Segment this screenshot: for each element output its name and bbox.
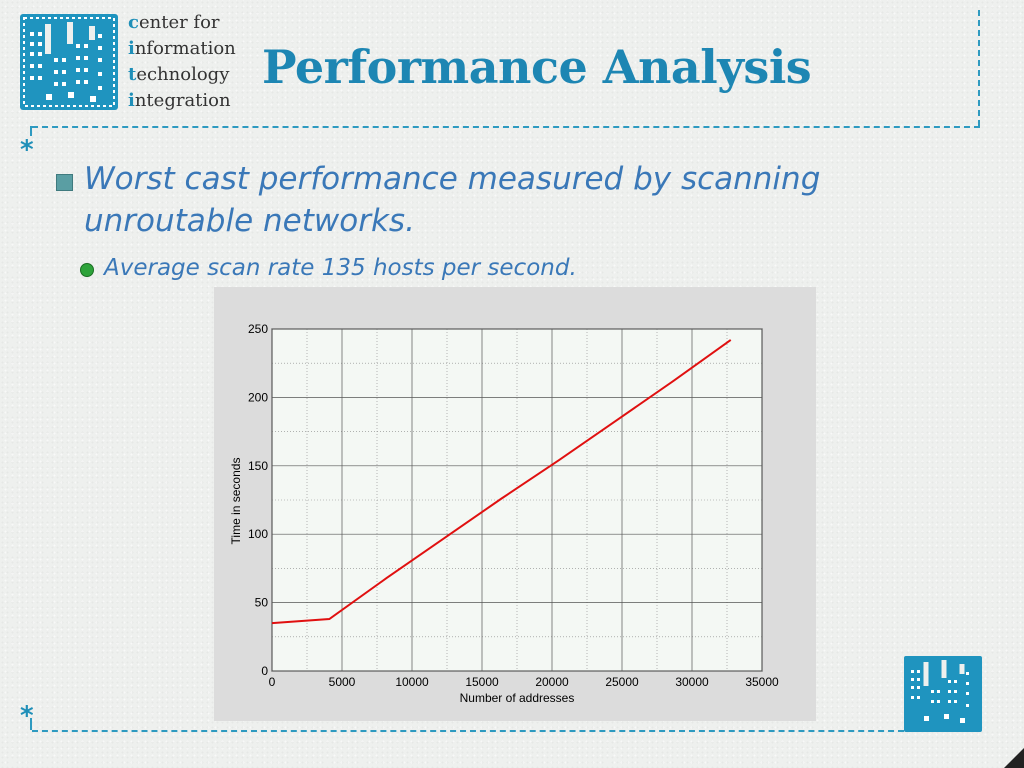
- x-tick-label: 25000: [605, 675, 639, 689]
- chart-panel: 0 5000 10000 15000 20000 25000 30000 35000 0 50 10…: [214, 287, 816, 721]
- city-skyline-icon: [904, 656, 982, 732]
- y-tick-label: 100: [248, 527, 268, 541]
- x-tick-label: 0: [269, 675, 276, 689]
- logo: [20, 14, 118, 114]
- header-divider: [32, 126, 980, 128]
- y-tick-label: 250: [248, 322, 268, 336]
- logo-line: integration: [128, 90, 231, 111]
- x-tick-label: 10000: [395, 675, 429, 689]
- y-tick-label: 0: [261, 664, 268, 678]
- x-tick-label: 5000: [329, 675, 356, 689]
- logo-line: information: [128, 38, 236, 59]
- x-tick-label: 30000: [675, 675, 709, 689]
- bullet-main: Worst cast performance measured by scann…: [56, 158, 936, 242]
- y-axis-label: Time in seconds: [229, 458, 243, 545]
- header-divider-tick: [30, 126, 32, 136]
- logo-line: center for: [128, 12, 220, 33]
- x-tick-label: 35000: [745, 675, 779, 689]
- logo-line: technology: [128, 64, 230, 85]
- y-tick-label: 50: [255, 596, 269, 610]
- page-title: Performance Analysis: [262, 40, 812, 94]
- bullet-sub-text: Average scan rate 135 hosts per second.: [104, 255, 577, 281]
- series-line: [271, 339, 732, 625]
- square-bullet-icon: [56, 174, 73, 191]
- x-tick-label: 15000: [465, 675, 499, 689]
- bullet-sub: Average scan rate 135 hosts per second.: [80, 252, 577, 284]
- asterisk-icon: *: [20, 135, 34, 165]
- logo-wordmark: center for information technology integr…: [128, 10, 236, 114]
- logo-small: [904, 656, 982, 736]
- y-tick-label: 200: [248, 390, 268, 404]
- round-bullet-icon: [80, 263, 94, 277]
- asterisk-icon: *: [20, 701, 34, 731]
- page-corner-marker: [1004, 748, 1024, 768]
- x-axis-label: Number of addresses: [460, 691, 575, 705]
- city-skyline-icon: [20, 14, 118, 110]
- footer-divider: [32, 730, 904, 732]
- header-border-right: [978, 10, 980, 126]
- line-chart: 0 5000 10000 15000 20000 25000 30000 35000 0 50 10…: [229, 322, 779, 705]
- footer-divider-tick: [30, 718, 32, 730]
- y-tick-label: 150: [248, 459, 268, 473]
- bullet-main-text: Worst cast performance measured by scann…: [84, 161, 821, 239]
- x-tick-label: 20000: [535, 675, 569, 689]
